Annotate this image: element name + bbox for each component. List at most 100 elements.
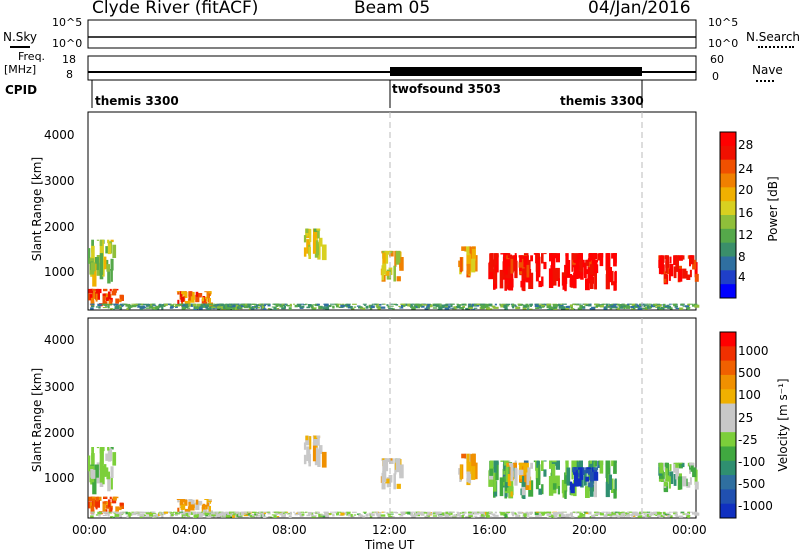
power-echo-cell	[308, 246, 311, 259]
power-echo-cell	[112, 308, 115, 310]
velocity-echo-cell	[586, 467, 591, 470]
power-echo-cell	[585, 269, 590, 275]
velocity-echo-cell	[393, 473, 396, 490]
chart-title: Clyde River (fitACF)	[92, 0, 259, 18]
velocity-echo-cell	[471, 453, 476, 457]
velocity-echo-cell	[589, 471, 594, 482]
power-echo-cell	[395, 250, 401, 265]
colorbar-swatch	[720, 173, 736, 188]
velocity-ytick-3000: 3000	[44, 380, 75, 394]
velocity-echo-cell	[689, 477, 692, 485]
colorbar-swatch	[720, 417, 736, 433]
power-echo-cell	[486, 304, 489, 308]
power-echo-cell	[460, 257, 463, 273]
power-echo-cell	[177, 291, 180, 295]
power-echo-cell	[538, 280, 542, 288]
velocity-echo-cell	[350, 513, 353, 517]
velocity-echo-cell	[274, 511, 279, 513]
power-echo-cell	[500, 304, 505, 308]
power-echo-cell	[194, 306, 199, 309]
power-echo-cell	[110, 299, 113, 304]
power-echo-cell	[620, 305, 624, 309]
velocity-echo-cell	[330, 511, 335, 513]
power-echo-cell	[341, 303, 345, 305]
velocity-echo-cell	[385, 478, 390, 484]
velocity-echo-cell	[115, 506, 119, 512]
velocity-echo-cell	[684, 513, 689, 516]
power-echoes	[88, 228, 700, 310]
power-echo-cell	[466, 263, 471, 275]
power-echo-cell	[91, 245, 95, 269]
power-colorbar	[720, 132, 736, 299]
power-echo-cell	[347, 307, 351, 309]
power-echo-cell	[573, 272, 577, 289]
velocity-echo-cell	[663, 481, 668, 487]
velocity-echo-cell	[611, 513, 617, 517]
power-echo-cell	[433, 304, 436, 307]
velocity-echo-cell	[145, 512, 151, 514]
power-echo-cell	[666, 304, 670, 307]
colorbar-swatch	[720, 503, 736, 519]
power-echo-cell	[522, 304, 527, 307]
vel-cb-tick-m1000: -1000	[738, 499, 773, 513]
velocity-echo-cell	[352, 511, 357, 513]
velocity-echo-cell	[197, 500, 203, 505]
velocity-colorbar	[720, 332, 736, 519]
colorbar-swatch	[720, 475, 736, 490]
velocity-echo-cell	[383, 511, 386, 513]
power-echo-cell	[315, 243, 320, 256]
velocity-echo-cell	[407, 511, 411, 515]
power-echo-cell	[639, 303, 642, 307]
power-echo-cell	[138, 303, 141, 305]
velocity-echo-cell	[687, 511, 690, 515]
velocity-echo-cell	[694, 469, 698, 485]
power-echo-cell	[252, 303, 257, 305]
velocity-echo-cell	[301, 513, 305, 516]
colorbar-swatch	[720, 132, 736, 147]
velocity-echo-cell	[169, 512, 174, 514]
power-echo-cell	[574, 265, 579, 279]
velocity-echo-cell	[481, 513, 486, 517]
nave-legend-line	[756, 80, 774, 82]
power-echo-cell	[88, 248, 91, 264]
velocity-echo-cell	[692, 467, 697, 478]
power-echo-cell	[175, 304, 180, 307]
power-echo-cell	[523, 305, 527, 308]
power-echo-cell	[631, 308, 636, 310]
velocity-echo-cell	[518, 469, 524, 476]
colorbar-swatch	[720, 489, 736, 505]
power-echo-cell	[580, 267, 584, 280]
velocity-echo-cell	[623, 514, 626, 518]
colorbar-swatch	[720, 360, 736, 376]
power-echo-cell	[211, 306, 216, 309]
velocity-echo-cell	[228, 514, 234, 517]
velocity-echo-cell	[411, 514, 416, 518]
velocity-echo-cell	[558, 514, 562, 517]
velocity-echo-cell	[686, 482, 691, 488]
power-echo-cell	[250, 308, 255, 310]
power-echo-cell	[504, 253, 508, 257]
power-echo-cell	[102, 295, 106, 306]
power-echo-cell	[294, 304, 298, 308]
velocity-echo-cell	[525, 511, 529, 515]
power-echo-cell	[562, 303, 567, 305]
velocity-echo-cell	[538, 511, 542, 513]
power-echo-cell	[328, 305, 333, 307]
xtick-4: 16:00	[472, 523, 507, 537]
power-ytick-2000: 2000	[44, 220, 75, 234]
velocity-echo-cell	[363, 512, 367, 514]
power-echo-cell	[642, 307, 647, 309]
power-echo-cell	[261, 305, 265, 309]
power-echo-cell	[594, 253, 597, 260]
power-colorbar-frame	[719, 131, 737, 299]
power-echo-cell	[448, 303, 451, 305]
velocity-echo-cell	[102, 466, 105, 485]
freq-panel-frame	[87, 55, 697, 81]
velocity-echo-cell	[468, 453, 471, 462]
velocity-echo-cell	[669, 515, 673, 518]
power-echo-cell	[131, 304, 137, 308]
cpid-mode-3: themis 3300	[560, 94, 644, 108]
power-echo-cell	[514, 305, 518, 307]
power-echo-cell	[629, 303, 633, 305]
velocity-echo-cell	[107, 476, 111, 492]
